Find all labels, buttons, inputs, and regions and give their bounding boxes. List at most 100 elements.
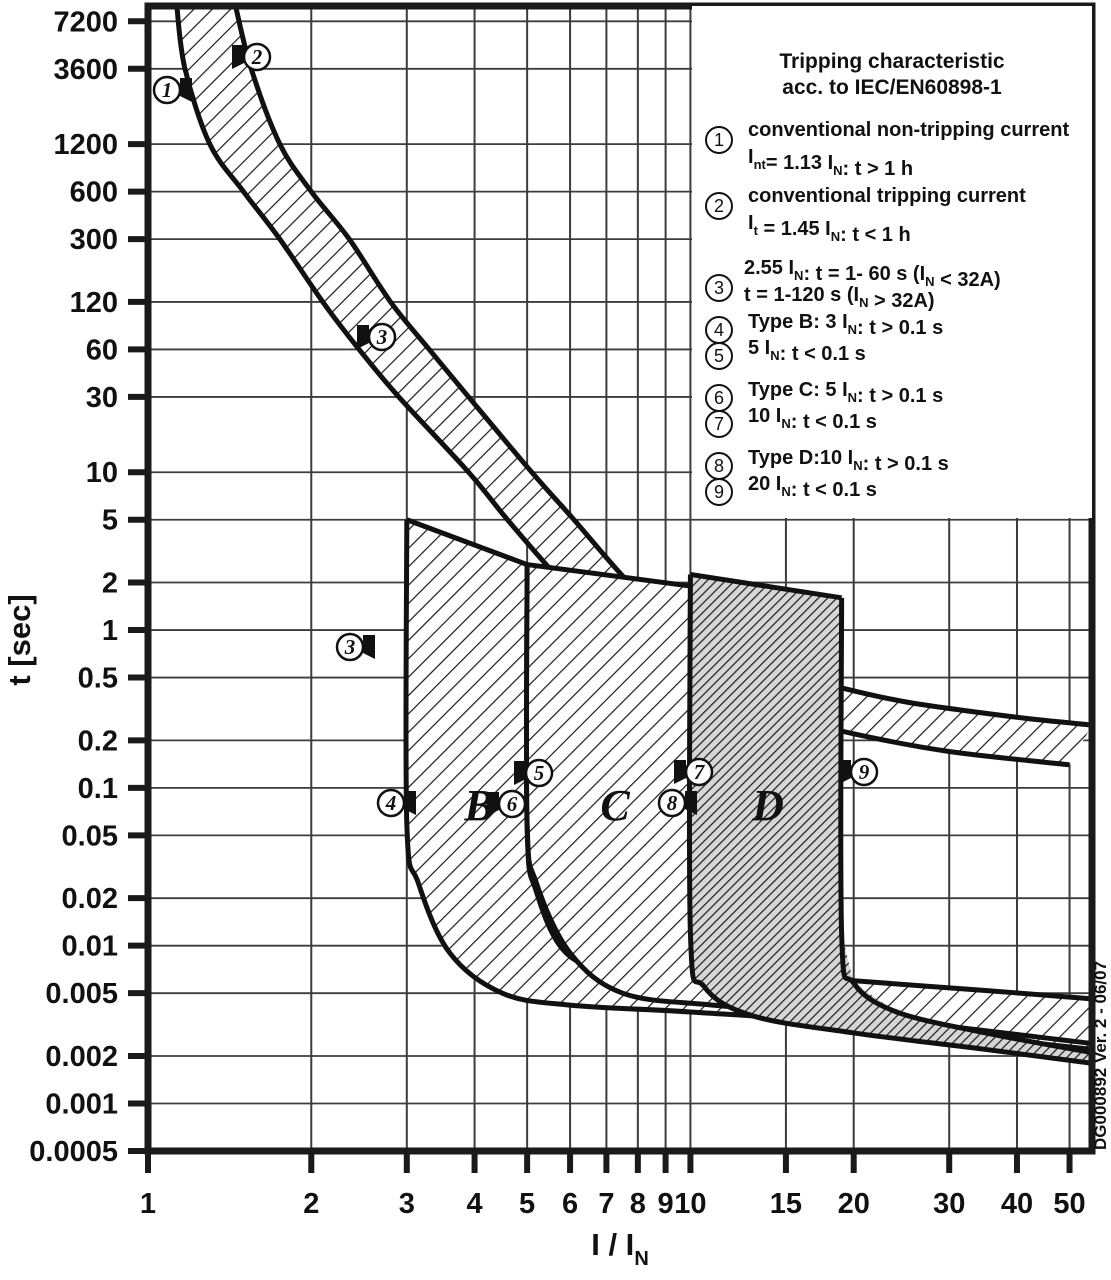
x-axis: 1 2 3 4 5 6 7 8 9 10 15 20 30 40 50 (140, 1149, 1086, 1220)
zone-c-top-cap (526, 562, 691, 589)
legend-marker-number: 3 (714, 278, 724, 298)
x-tick-label: 20 (838, 1188, 870, 1220)
plot-marker: 3 (357, 322, 397, 352)
subscript: N (848, 390, 857, 405)
marker-number: 9 (859, 760, 870, 784)
legend-entry: 5 5 IN: t < 0.1 s (705, 337, 866, 370)
legend-title-line2: acc. to IEC/EN60898-1 (782, 76, 1002, 99)
subscript: N (794, 268, 803, 283)
zone-d-left-curve (686, 574, 1092, 1066)
y-tick-label: 0.2 (78, 725, 118, 757)
marker-circle (376, 788, 406, 818)
zone-label: D (751, 781, 784, 830)
zone-b-fill (405, 519, 1092, 1050)
legend-entry-line: 10 IN: t < 0.1 s (748, 405, 877, 433)
legend-entry: 2 conventional tripping current It = 1.45 … (705, 185, 1026, 246)
marker-circle (657, 788, 687, 818)
marker-circle (524, 758, 554, 788)
marker-circle (497, 789, 527, 819)
y-tick-label: 30 (86, 382, 118, 414)
legend-marker-number: 8 (714, 456, 724, 476)
subscript: N (781, 484, 790, 499)
marker-flag (514, 761, 526, 785)
y-tick-label: 0.0005 (29, 1136, 118, 1168)
legend-marker-circle (705, 274, 733, 302)
y-tick-label: 5 (102, 505, 118, 537)
marker-number: 3 (376, 325, 388, 349)
subscript: N (859, 295, 868, 310)
legend-entry-line: Type B: 3 IN: t > 0.1 s (748, 311, 943, 339)
y-tick-label: 0.002 (45, 1041, 118, 1073)
plot-marker: 1 (152, 75, 192, 105)
subscript: N (770, 348, 779, 363)
y-tick-label: 0.01 (62, 931, 118, 963)
zone-d-fill (689, 574, 1092, 1064)
plot-frame (144, 2, 1096, 1155)
legend-marker-circle (705, 192, 733, 220)
y-tick-label: 2 (102, 568, 118, 600)
marker-number: 1 (162, 78, 173, 102)
legend-entry-line: Type C: 5 IN: t > 0.1 s (748, 379, 943, 407)
legend-marker-circle (705, 478, 733, 506)
zone-label: B (463, 781, 493, 830)
y-tick-label: 120 (70, 287, 118, 319)
zone-b-top-cap (405, 517, 529, 567)
x-tick-label: 40 (1001, 1188, 1033, 1220)
y-tick-label: 7200 (53, 6, 118, 38)
legend-marker-number: 6 (714, 388, 724, 408)
legend-entry-line: t = 1-120 s (IN > 32A) (744, 284, 935, 312)
plot-marker: 6 (487, 789, 527, 819)
legend-marker-number: 4 (714, 320, 724, 340)
legend-marker-number: 1 (714, 130, 724, 150)
zone-d-right-curve (838, 597, 1092, 1056)
legend-entry-line: 20 IN: t < 0.1 s (748, 473, 877, 501)
x-tick-label: 15 (770, 1188, 802, 1220)
subscript: N (781, 416, 790, 431)
document-code: DG000892 Ver. 2 - 06/07 (1091, 961, 1110, 1150)
y-tick-label: 3600 (53, 54, 118, 86)
plot-marker: 8 (657, 788, 697, 818)
x-tick-label: 8 (630, 1188, 646, 1220)
y-tick-label: 600 (70, 177, 118, 209)
marker-flag (487, 792, 499, 816)
x-tick-label: 30 (933, 1188, 965, 1220)
marker-circle (849, 757, 879, 787)
plot-marker: 9 (839, 757, 879, 787)
marker-number: 2 (251, 45, 263, 69)
legend-marker-number: 5 (714, 346, 724, 366)
y-tick-label: 1200 (53, 129, 118, 161)
legend-entry-line: Int= 1.13 IN: t > 1 h (748, 146, 913, 180)
marker-number: 4 (385, 791, 397, 815)
legend-marker-circle (705, 126, 733, 154)
subscript: N (848, 322, 857, 337)
y-axis: 7200 3600 1200 600 300 120 60 30 10 5 2 1 0.5 0.2 0.1 0… (29, 6, 150, 1168)
x-tick-label: 2 (303, 1188, 319, 1220)
y-tick-label: 0.1 (78, 773, 118, 805)
plot-marker: 2 (232, 42, 272, 72)
marker-number: 5 (534, 761, 545, 785)
legend-entry: 6 Type C: 5 IN: t > 0.1 s (705, 379, 943, 412)
marker-flag (685, 791, 697, 815)
x-tick-label: 9 (658, 1188, 674, 1220)
y-tick-label: 0.5 (78, 663, 118, 695)
marker-circle (152, 75, 182, 105)
subscript: nt (754, 157, 767, 172)
marker-flag (357, 325, 369, 349)
x-tick-label: 7 (598, 1188, 614, 1220)
legend-entry-line: conventional non-tripping current (748, 119, 1069, 141)
x-tick-label: 1 (140, 1188, 156, 1220)
subscript: N (833, 163, 842, 178)
y-axis-title: t [sec] (2, 594, 37, 685)
subscript: N (853, 458, 862, 473)
marker-number: 7 (694, 760, 706, 784)
subscript: N (831, 229, 840, 244)
legend-entry-line: conventional tripping current (748, 185, 1026, 207)
marker-circle (684, 757, 714, 787)
x-tick-label: 10 (674, 1188, 706, 1220)
marker-flag (674, 760, 686, 784)
zone-d-top-cap (690, 571, 842, 601)
legend-entry-line: 5 IN: t < 0.1 s (748, 337, 866, 365)
legend-background (692, 6, 1092, 518)
y-tick-label: 0.001 (45, 1088, 118, 1120)
